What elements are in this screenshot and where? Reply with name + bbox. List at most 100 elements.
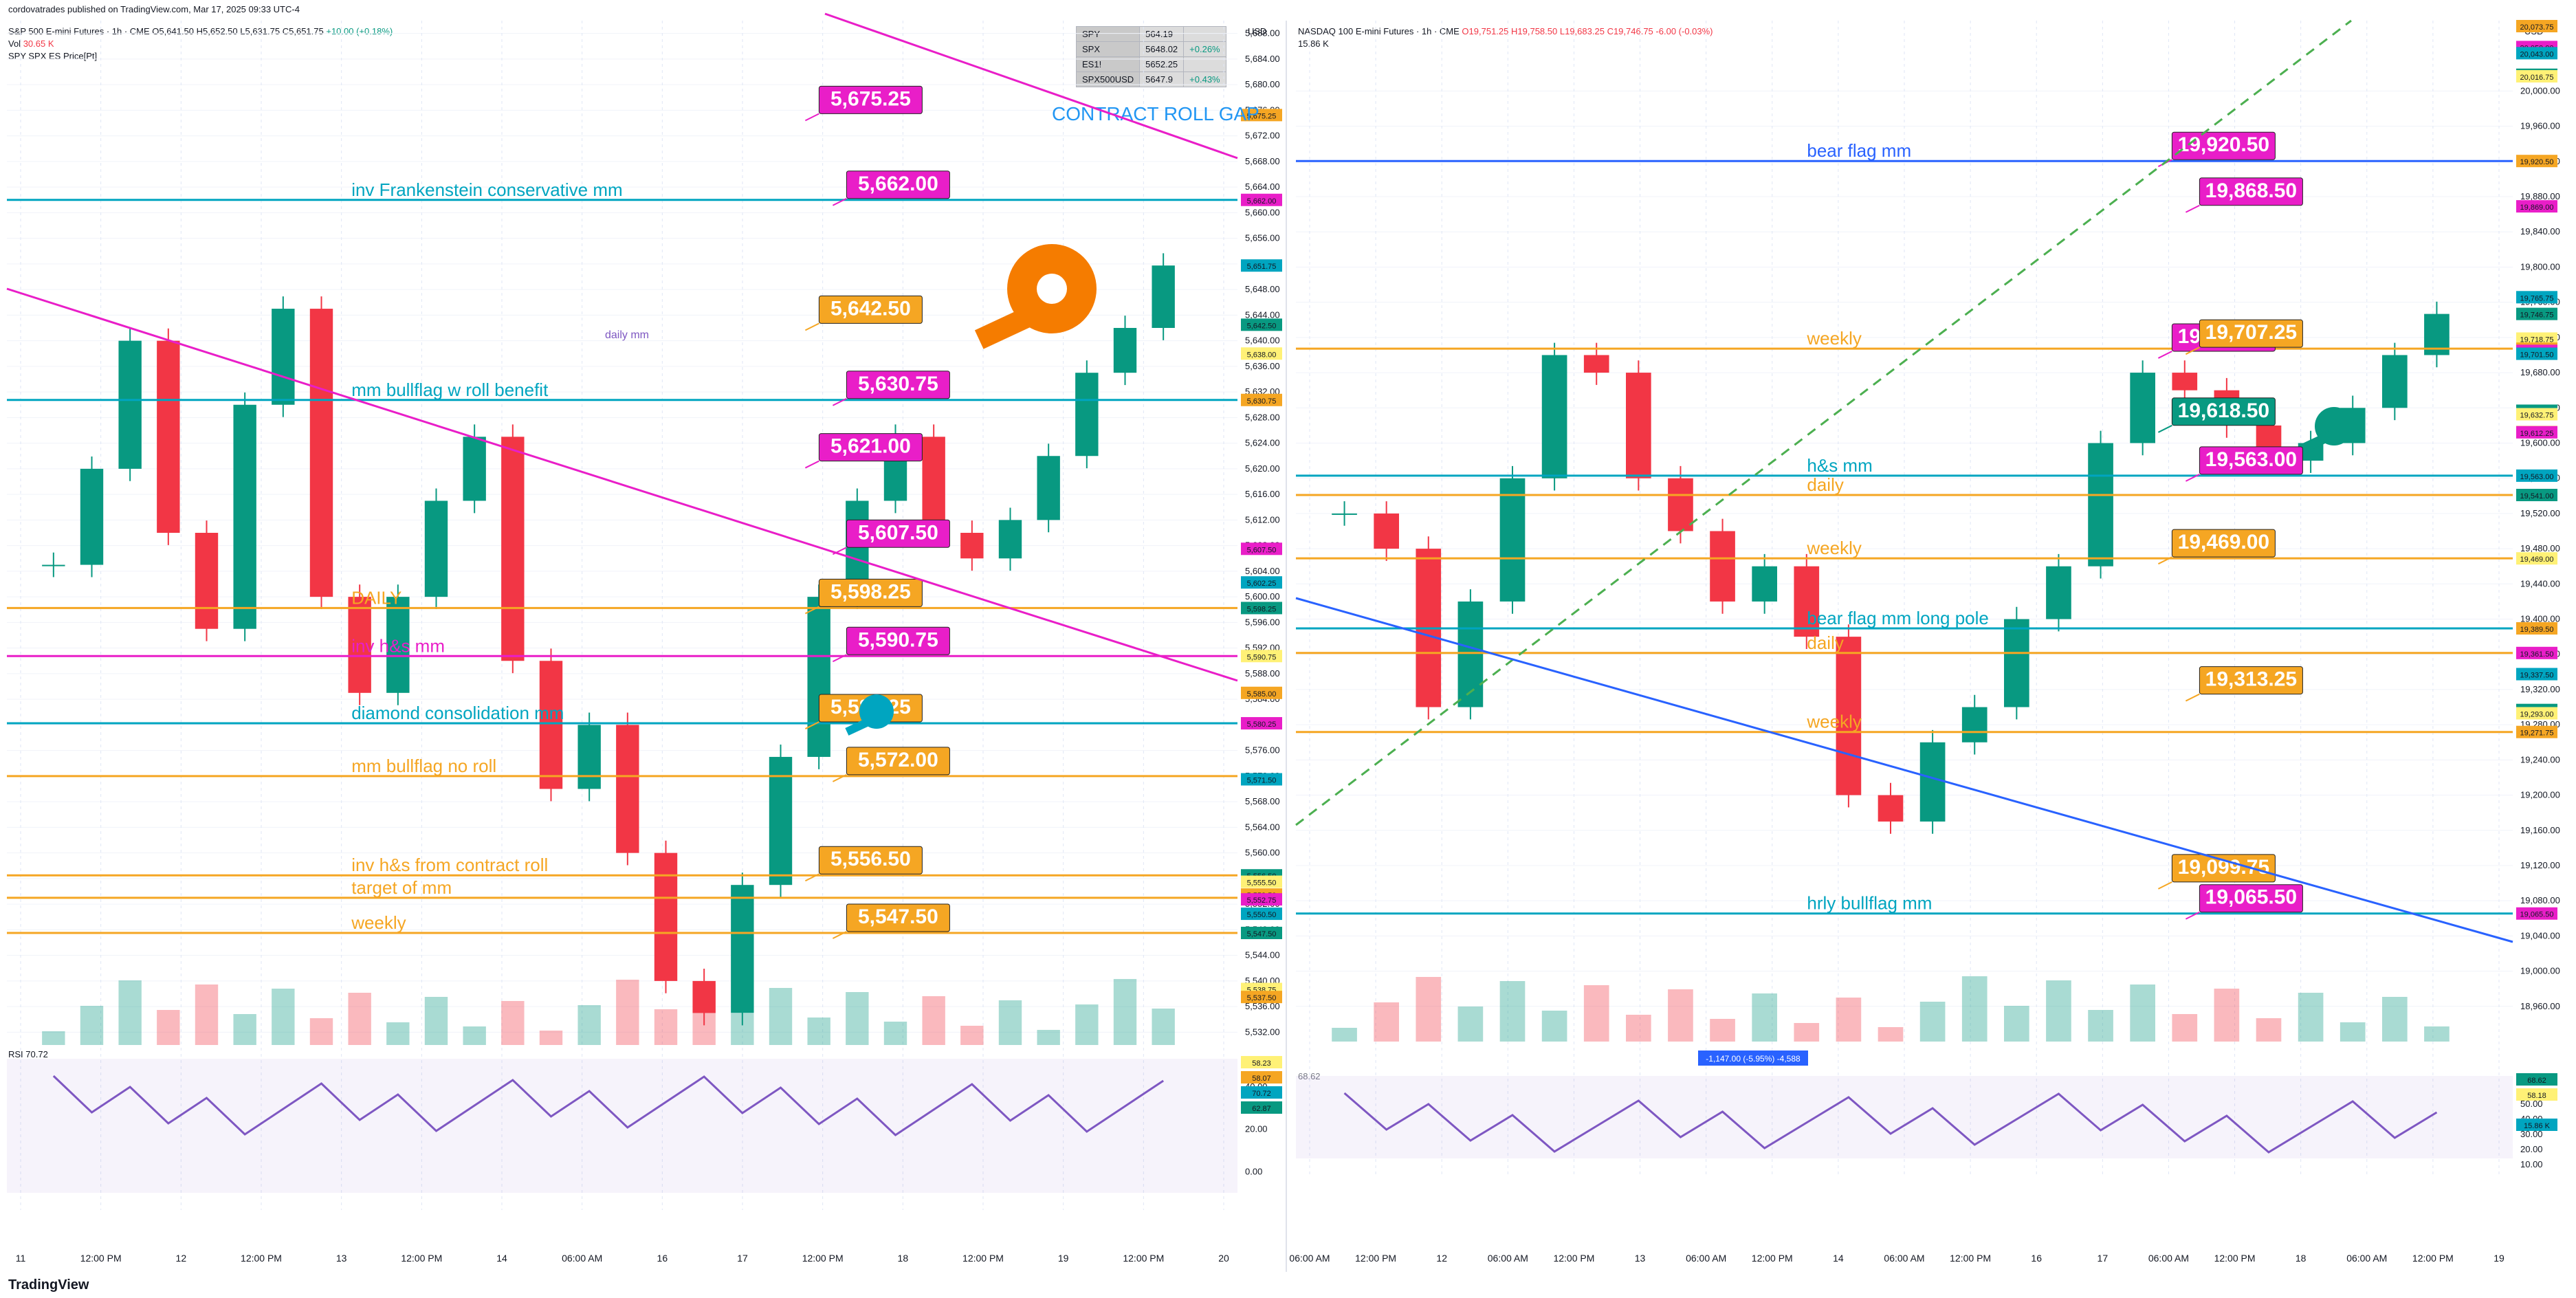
left-title[interactable]: S&P 500 E-mini Futures · 1h · CME — [8, 26, 150, 36]
panel-divider[interactable] — [1286, 21, 1287, 1272]
price-tag-box — [818, 578, 923, 607]
volume-bar — [1961, 976, 1988, 1042]
volume-bar — [807, 1018, 830, 1045]
volume-bar — [1752, 993, 1777, 1042]
price-tag-box — [2199, 177, 2303, 206]
axis-price-tag — [1241, 1056, 1282, 1068]
price-tag-box — [2199, 884, 2303, 913]
x-tick-label: 13 — [336, 1253, 347, 1264]
rsi-line — [1343, 1092, 2438, 1154]
y-tick-label: 5,544.00 — [1245, 950, 1280, 960]
tradingview-logo[interactable]: TradingView — [8, 1277, 89, 1292]
right-rsi-value[interactable]: 68.62 — [1298, 1071, 1321, 1081]
candle-body — [1668, 478, 1693, 531]
candle-body — [539, 661, 563, 789]
x-tick-label: 16 — [657, 1253, 668, 1264]
axis-price-tag — [2516, 1088, 2557, 1101]
axis-price-tag — [2516, 291, 2557, 304]
price-tag-pointer — [804, 606, 819, 615]
quote-row: ES1! 5652.25 — [1075, 56, 1226, 72]
volume-bar — [2130, 984, 2155, 1042]
x-tick-label: 06:00 AM — [1488, 1253, 1528, 1264]
axis-price-tag-text: 19,701.50 — [2520, 351, 2554, 360]
volume-bar — [2340, 1022, 2366, 1042]
candle-body — [1037, 456, 1060, 520]
x-tick-label: 17 — [2098, 1253, 2109, 1264]
trendline — [6, 287, 1238, 682]
volume-bar — [424, 997, 448, 1045]
left-close: C5,651.75 — [282, 26, 324, 36]
price-tag-box — [2199, 666, 2303, 695]
volume-bar — [692, 984, 716, 1045]
candle-body — [157, 340, 180, 533]
price-tag-box — [818, 846, 923, 874]
x-tick-label: 11 — [16, 1253, 26, 1264]
price-tag-text: 19,920.50 — [2178, 133, 2269, 156]
y-tick-label: 5,656.00 — [1245, 233, 1280, 243]
volume-bar — [2214, 989, 2240, 1042]
price-tag-text: 5,675.25 — [830, 87, 911, 110]
right-volume-value[interactable]: 15.86 K — [1298, 38, 1329, 49]
quote-row: SPX500USD 5647.9 +0.43% — [1075, 72, 1226, 87]
price-tag-box — [818, 433, 923, 462]
y-tick-label: 19,040.00 — [2520, 930, 2560, 940]
y-tick-label: 19,200.00 — [2520, 790, 2560, 800]
volume-bar — [769, 988, 793, 1045]
price-tag-pointer — [2185, 473, 2200, 482]
y-tick-label: 5,596.00 — [1245, 617, 1280, 627]
axis-price-tag — [2516, 20, 2557, 33]
price-tag-text: 5,547.50 — [858, 905, 938, 928]
volume-bar — [960, 1026, 984, 1045]
price-tag-text: 5,598.25 — [830, 580, 911, 603]
quote-symbol: ES1! — [1075, 56, 1141, 72]
price-tag-pointer — [2185, 346, 2200, 355]
candle-body — [1541, 355, 1567, 478]
axis-price-tag — [2516, 408, 2557, 421]
trendline — [1295, 597, 2513, 943]
level-label: h&s mm — [1807, 455, 1872, 476]
volume-bar — [1457, 1006, 1484, 1042]
price-tag-text: 5,662.00 — [858, 173, 938, 195]
axis-price-tag-text: 19,612.25 — [2520, 430, 2554, 438]
x-tick-label: 12:00 PM — [802, 1253, 844, 1264]
x-tick-label: 12:00 PM — [1123, 1253, 1164, 1264]
axis-price-tag-text: 62.87 — [1252, 1105, 1271, 1113]
y-tick-label: 5,536.00 — [1245, 1001, 1280, 1011]
volume-bar — [577, 1005, 601, 1045]
axis-price-tag-text: 5,642.50 — [1247, 322, 1277, 330]
right-title[interactable]: NASDAQ 100 E-mini Futures · 1h · CME — [1298, 26, 1460, 36]
price-tag-pointer — [804, 322, 819, 331]
candle-body — [118, 340, 142, 469]
key-icon-shaft — [974, 304, 1040, 349]
rsi-tick-label: 10.00 — [2520, 1159, 2543, 1169]
left-rsi-line[interactable]: RSI 70.72 — [8, 1049, 48, 1060]
axis-price-tag-text: 5,585.00 — [1247, 690, 1277, 698]
candle-body — [2088, 443, 2113, 566]
candle-body — [80, 468, 104, 565]
volume-bar — [616, 980, 639, 1045]
x-tick-label: 06:00 AM — [2346, 1253, 2387, 1264]
left-volume-line[interactable]: Vol 30.65 K — [8, 38, 54, 50]
left-indicator-label[interactable]: SPY SPX ES Price[Pt] — [8, 51, 98, 61]
candle-body — [309, 309, 333, 597]
left-symbol-header: S&P 500 E-mini Futures · 1h · CME O5,641… — [8, 26, 393, 37]
left-currency-label: USD — [1248, 26, 1267, 36]
volume-bar — [1152, 1009, 1175, 1045]
axis-price-tag-text: 58.07 — [1252, 1075, 1271, 1083]
left-open: O5,641.50 — [152, 26, 195, 36]
price-tag-box — [818, 85, 923, 114]
axis-price-tag-text: 19,293.00 — [2520, 710, 2554, 718]
y-tick-label: 5,664.00 — [1245, 182, 1280, 192]
price-tag-box — [2171, 854, 2276, 883]
axis-price-tag-text: 19,563.00 — [2520, 473, 2554, 481]
contract-roll-gap-label: CONTRACT ROLL GAP — [1052, 103, 1259, 124]
rsi-band — [7, 1059, 1237, 1193]
right-open: O19,751.25 — [1462, 26, 1509, 36]
price-tag-pointer — [2185, 693, 2200, 702]
level-label: daily — [1807, 474, 1843, 495]
y-tick-label: 5,648.00 — [1245, 284, 1280, 294]
price-tag-box — [846, 903, 950, 932]
candle-body — [1626, 373, 1651, 478]
